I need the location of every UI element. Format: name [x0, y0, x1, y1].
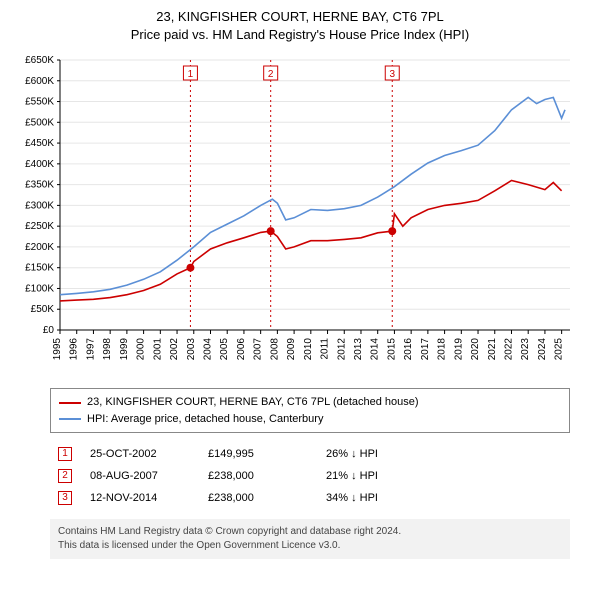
events-box: 1 25-OCT-2002 £149,995 26% ↓ HPI 2 08-AU… [50, 439, 570, 513]
svg-text:2016: 2016 [403, 338, 414, 361]
svg-text:2: 2 [268, 69, 274, 80]
svg-text:£550K: £550K [25, 97, 54, 108]
svg-text:2015: 2015 [386, 338, 397, 361]
svg-text:£250K: £250K [25, 222, 54, 233]
legend-swatch-hpi [59, 418, 81, 420]
line-chart-svg: £0 £50K £100K £150K £200K £250K £300K £350K £400… [10, 50, 590, 380]
event-marker-icon: 2 [58, 469, 72, 483]
svg-text:£350K: £350K [25, 180, 54, 191]
svg-text:1996: 1996 [69, 338, 80, 361]
svg-text:2002: 2002 [169, 338, 180, 361]
event-row: 3 12-NOV-2014 £238,000 34% ↓ HPI [58, 487, 562, 509]
svg-text:1997: 1997 [85, 338, 96, 361]
event-price: £238,000 [208, 465, 308, 487]
svg-text:1999: 1999 [119, 338, 130, 361]
svg-text:2017: 2017 [420, 338, 431, 361]
svg-text:£650K: £650K [25, 55, 54, 66]
svg-text:2006: 2006 [236, 338, 247, 361]
event-date: 25-OCT-2002 [90, 443, 190, 465]
svg-text:£500K: £500K [25, 118, 54, 129]
svg-text:2022: 2022 [503, 338, 514, 361]
svg-text:2018: 2018 [437, 338, 448, 361]
svg-text:£450K: £450K [25, 138, 54, 149]
legend-row: HPI: Average price, detached house, Cant… [59, 411, 561, 428]
svg-text:2000: 2000 [136, 338, 147, 361]
event-row: 1 25-OCT-2002 £149,995 26% ↓ HPI [58, 443, 562, 465]
svg-text:2010: 2010 [303, 338, 314, 361]
event-diff: 21% ↓ HPI [326, 465, 378, 487]
svg-text:2023: 2023 [520, 338, 531, 361]
svg-text:£50K: £50K [31, 305, 55, 316]
chart-area: £0 £50K £100K £150K £200K £250K £300K £350K £400… [10, 50, 590, 380]
legend-label-property: 23, KINGFISHER COURT, HERNE BAY, CT6 7PL… [87, 394, 419, 411]
svg-text:£300K: £300K [25, 201, 54, 212]
svg-text:2008: 2008 [269, 338, 280, 361]
event-date: 12-NOV-2014 [90, 487, 190, 509]
svg-text:3: 3 [389, 69, 395, 80]
svg-text:2011: 2011 [320, 338, 331, 360]
svg-text:2009: 2009 [286, 338, 297, 361]
svg-text:1: 1 [188, 69, 194, 80]
event-price: £238,000 [208, 487, 308, 509]
svg-text:1998: 1998 [102, 338, 113, 361]
legend-label-hpi: HPI: Average price, detached house, Cant… [87, 411, 323, 428]
legend-row: 23, KINGFISHER COURT, HERNE BAY, CT6 7PL… [59, 394, 561, 411]
svg-text:£200K: £200K [25, 242, 54, 253]
svg-text:2025: 2025 [554, 338, 565, 361]
svg-text:2019: 2019 [453, 338, 464, 361]
svg-text:2004: 2004 [202, 338, 213, 361]
svg-text:£0: £0 [43, 325, 55, 336]
svg-text:2021: 2021 [487, 338, 498, 361]
footer-line2: This data is licensed under the Open Gov… [58, 539, 562, 553]
svg-text:2024: 2024 [537, 338, 548, 361]
svg-text:2020: 2020 [470, 338, 481, 361]
svg-text:2003: 2003 [186, 338, 197, 361]
svg-text:£100K: £100K [25, 284, 54, 295]
event-diff: 34% ↓ HPI [326, 487, 378, 509]
event-date: 08-AUG-2007 [90, 465, 190, 487]
event-price: £149,995 [208, 443, 308, 465]
legend-swatch-property [59, 402, 81, 404]
chart-container: 23, KINGFISHER COURT, HERNE BAY, CT6 7PL… [0, 0, 600, 559]
title-subtitle: Price paid vs. HM Land Registry's House … [0, 26, 600, 44]
title-block: 23, KINGFISHER COURT, HERNE BAY, CT6 7PL… [0, 0, 600, 50]
svg-text:2013: 2013 [353, 338, 364, 361]
svg-text:2007: 2007 [253, 338, 264, 361]
event-marker-icon: 1 [58, 447, 72, 461]
svg-text:2005: 2005 [219, 338, 230, 361]
svg-text:£400K: £400K [25, 159, 54, 170]
legend-box: 23, KINGFISHER COURT, HERNE BAY, CT6 7PL… [50, 388, 570, 433]
event-row: 2 08-AUG-2007 £238,000 21% ↓ HPI [58, 465, 562, 487]
title-address: 23, KINGFISHER COURT, HERNE BAY, CT6 7PL [0, 8, 600, 26]
footer-line1: Contains HM Land Registry data © Crown c… [58, 525, 562, 539]
svg-text:2012: 2012 [336, 338, 347, 361]
svg-text:1995: 1995 [52, 338, 63, 361]
svg-text:£150K: £150K [25, 263, 54, 274]
svg-text:2014: 2014 [370, 338, 381, 361]
svg-text:2001: 2001 [152, 338, 163, 361]
event-diff: 26% ↓ HPI [326, 443, 378, 465]
event-marker-icon: 3 [58, 491, 72, 505]
footer-attribution: Contains HM Land Registry data © Crown c… [50, 519, 570, 559]
svg-text:£600K: £600K [25, 76, 54, 87]
